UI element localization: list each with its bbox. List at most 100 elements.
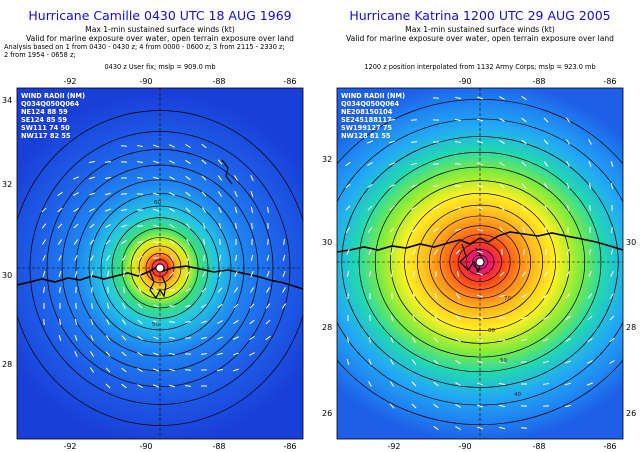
wind-vector [41,239,47,245]
wind-vector [521,117,527,123]
wind-vector [137,335,143,341]
wind-vector [136,225,144,227]
wind-vector [457,270,459,278]
wind-vector [477,404,483,408]
wind-vector [202,271,206,277]
wind-vector [266,254,270,262]
wind-vector [498,382,506,386]
wind-vector [543,139,549,145]
wind-vector [73,239,79,245]
katrina-radii-header: Q034Q050Q064 [341,100,400,108]
wind-vector [477,382,483,386]
wind-vector [73,207,79,213]
wind-vector [499,161,505,167]
wind-vector [389,381,395,387]
wind-vector [368,249,372,255]
wind-vector [565,315,571,321]
katrina-subtitle-2: Valid for marine exposure over water, op… [345,34,615,43]
wind-vector [121,383,127,389]
wind-vector [433,337,439,343]
wind-vector [369,314,371,322]
wind-vector [390,314,394,322]
wind-vector [498,426,506,430]
wind-vector [202,223,206,229]
wind-vector [410,119,418,121]
wind-vector [186,239,190,245]
camille-radii-ne: NE124 88 59 [21,108,68,116]
camille-xtick-bottom--88: -88 [212,442,225,451]
wind-vector [390,337,394,343]
wind-vector [41,207,47,213]
camille-radii-title: WIND RADII (NM) [21,92,85,100]
wind-vector [367,162,373,166]
wind-vector [543,293,549,299]
wind-vector [565,117,571,123]
wind-vector [477,206,483,210]
katrina-ytick-left-28: 28 [322,323,332,332]
wind-vector [412,249,416,255]
wind-vector [520,339,528,341]
wind-vector [566,204,570,212]
wind-vector [89,239,95,245]
wind-vector [587,382,593,386]
katrina-xtick-top--90: -90 [458,77,471,86]
camille-frame [16,87,304,440]
wind-vector [234,271,238,277]
wind-vector [390,270,394,278]
wind-vector [433,315,439,321]
wind-vector [610,271,614,277]
katrina-plot: 70 60 50 40 WIND RADII (NM) Q034Q050Q064… [322,77,636,451]
wind-vector [105,351,111,357]
wind-vector [185,143,191,149]
wind-vector [455,293,461,299]
wind-vector [185,191,191,197]
camille-delta [149,271,167,300]
wind-vector [217,303,223,309]
wind-vector [90,335,94,341]
wind-vector [249,287,255,293]
wind-vector [185,175,191,181]
wind-vector [136,144,144,148]
wind-vector [498,361,506,363]
wind-vector [588,271,592,277]
camille-xtick-top--92: -92 [63,77,76,86]
katrina-radii-sw: SW199127 75 [341,124,392,132]
wind-vector [521,271,527,277]
wind-vector [499,118,505,122]
camille-xtick-bottom--90: -90 [139,442,152,451]
wind-vector [499,271,505,277]
camille-radii-header: Q034Q050Q064 [21,100,80,108]
wind-vector [152,240,160,244]
wind-vector [153,288,159,292]
wind-vector [75,286,77,294]
wind-vector [57,223,63,229]
wind-vector [267,238,269,246]
wind-vector [168,336,176,340]
camille-ytick-34: 34 [2,96,12,105]
wind-vector [218,254,222,262]
wind-vector [168,289,176,291]
wind-vector [266,287,270,293]
wind-vector [106,302,110,310]
wind-vector [389,162,395,166]
wind-vector [89,208,95,212]
wind-vector [250,254,254,262]
wind-vector [412,270,416,278]
katrina-contour-label-50: 50 [500,358,507,364]
camille-xtick-top--88: -88 [212,77,225,86]
wind-vector [136,240,144,244]
camille-xtick-bottom--86: -86 [283,442,296,451]
camille-xtick-top--90: -90 [139,77,152,86]
wind-vector [136,193,144,195]
wind-vector [58,255,62,261]
wind-vector [565,139,571,145]
katrina-contour-label-70: 70 [504,296,511,302]
wind-vector [389,184,395,188]
wind-vector [169,144,175,148]
wind-vector [41,223,47,229]
wind-vector [282,254,286,262]
wind-vector [412,337,416,343]
wind-vector [105,335,111,341]
wind-vector [520,316,528,320]
wind-vector [346,358,350,366]
